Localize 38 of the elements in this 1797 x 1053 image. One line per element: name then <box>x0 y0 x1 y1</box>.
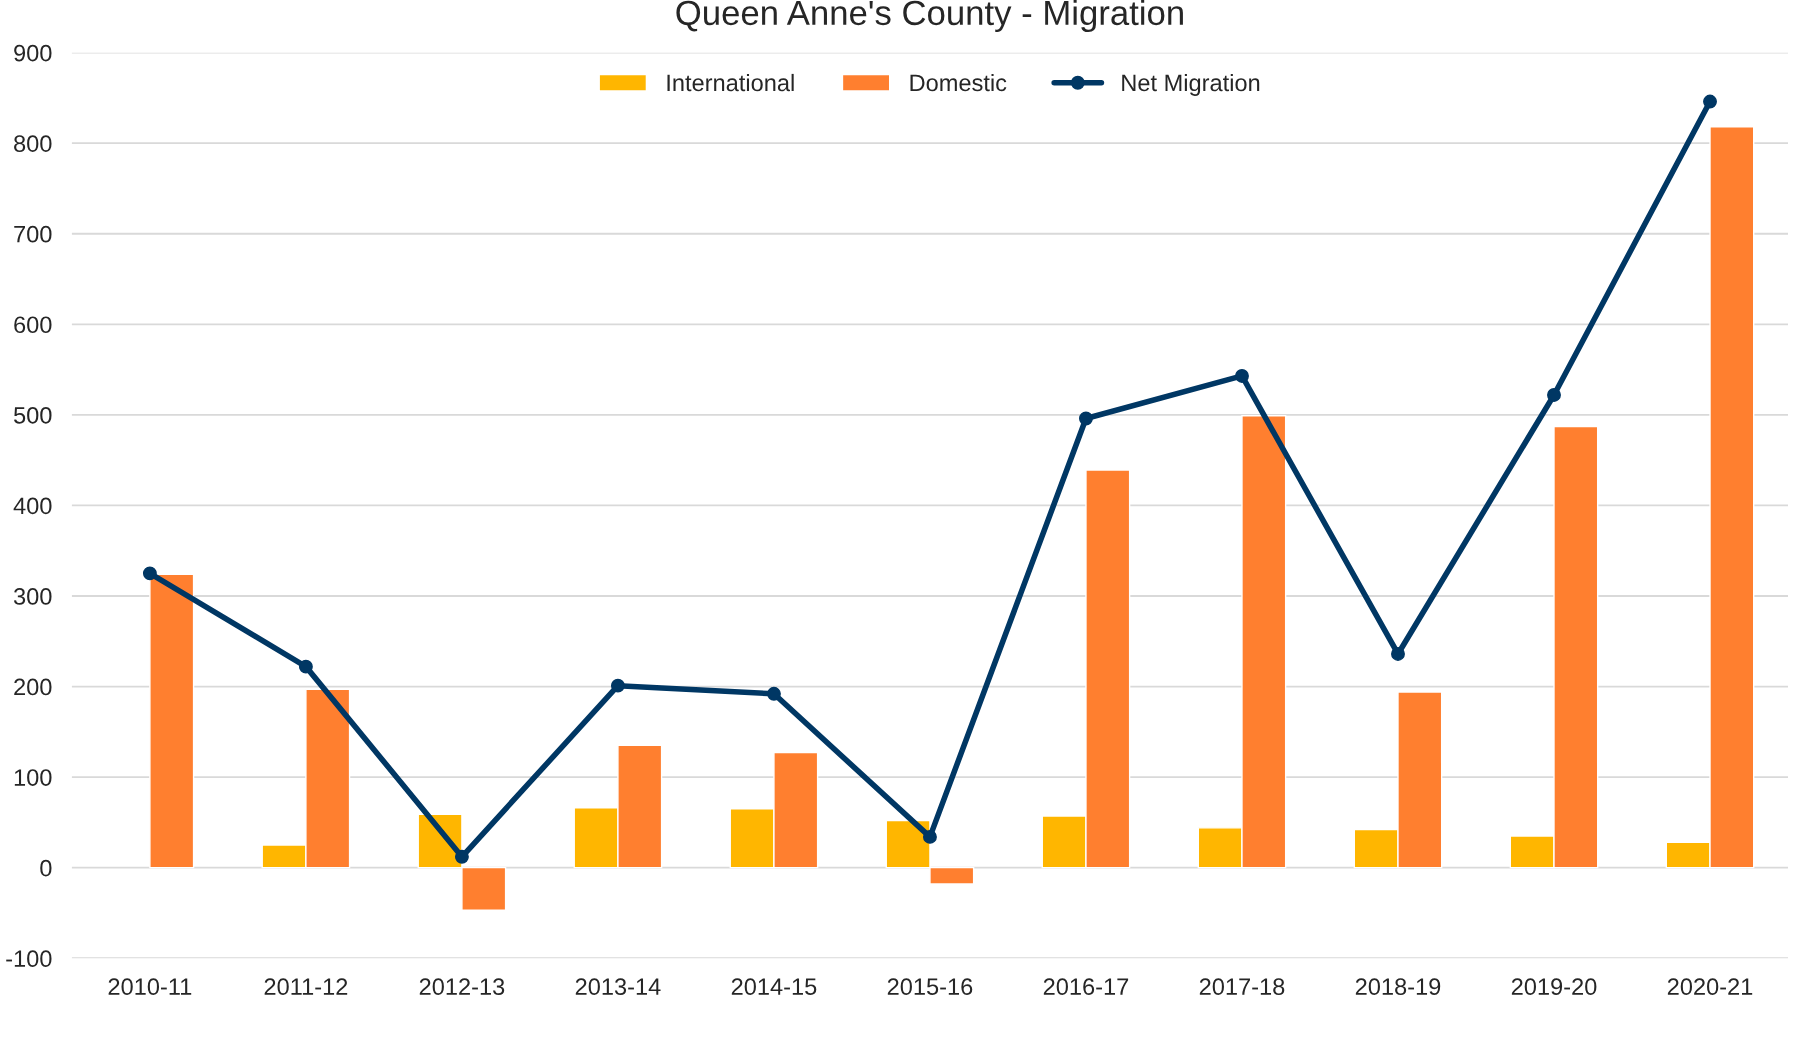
legend-label: Domestic <box>910 73 1007 92</box>
point <box>1079 411 1093 426</box>
point <box>298 659 313 674</box>
x-tick-label: 2020-21 <box>1667 978 1753 996</box>
point <box>454 849 469 864</box>
chart-title: Queen Anne's County - Migration <box>676 0 1183 33</box>
point <box>1391 647 1405 661</box>
x-tick-label: 2015-16 <box>887 978 973 996</box>
x-tick-label: 2013-14 <box>575 978 661 996</box>
y-tick-label: 900 <box>14 44 52 62</box>
y-tick-label: 200 <box>14 678 52 696</box>
x-tick-label: 2011-12 <box>264 978 348 996</box>
point <box>1235 368 1249 383</box>
x-tick-label: 2018-19 <box>1355 978 1441 996</box>
y-tick-label: 100 <box>14 769 52 786</box>
point <box>1547 388 1561 402</box>
y-tick-label: 300 <box>13 588 52 605</box>
x-tick-label: 2016-17 <box>1043 978 1129 996</box>
bar <box>149 573 195 869</box>
point <box>610 678 625 693</box>
x-tick-label: 2019-20 <box>1511 978 1597 996</box>
y-tick-label: 700 <box>14 225 52 243</box>
point <box>766 686 781 701</box>
point <box>923 829 937 844</box>
legend-label: Net Migration <box>1122 73 1260 96</box>
y-tick-label: 600 <box>14 316 52 334</box>
y-tick-label: 400 <box>13 497 52 515</box>
point <box>142 566 157 581</box>
y-tick-label: -100 <box>6 950 52 968</box>
legend-label: International <box>667 73 794 92</box>
x-tick-label: 2012-13 <box>419 978 505 996</box>
point <box>1703 94 1717 109</box>
y-tick-label: 800 <box>14 135 52 152</box>
y-tick-label: 500 <box>13 406 52 424</box>
y-tick-label: 0 <box>40 859 52 877</box>
x-tick-label: 2014-15 <box>731 978 817 996</box>
x-tick-label: 2017-18 <box>1199 978 1285 996</box>
x-tick-label: 2010-11 <box>108 978 192 996</box>
